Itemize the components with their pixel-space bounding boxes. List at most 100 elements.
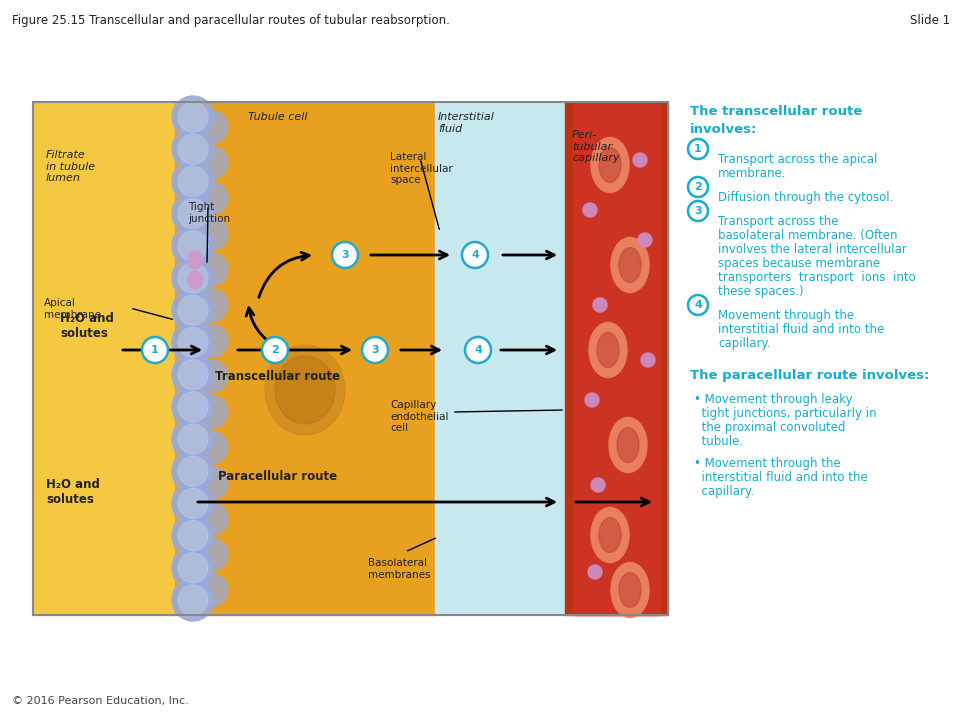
Ellipse shape (172, 225, 214, 267)
Ellipse shape (178, 553, 208, 582)
Bar (175, 102, 435, 615)
Text: 2: 2 (271, 345, 278, 355)
Ellipse shape (599, 148, 621, 182)
Ellipse shape (172, 192, 214, 235)
Bar (33, 102, 175, 615)
Text: The paracellular route involves:: The paracellular route involves: (690, 369, 929, 382)
Ellipse shape (198, 182, 228, 215)
Text: Tubule cell: Tubule cell (248, 112, 307, 122)
Ellipse shape (198, 218, 228, 250)
Ellipse shape (172, 96, 214, 138)
Text: Transcellular route: Transcellular route (215, 370, 341, 383)
Ellipse shape (172, 289, 214, 331)
Text: 4: 4 (694, 300, 702, 310)
Bar (573, 102, 660, 615)
Ellipse shape (198, 503, 228, 535)
Text: tubule.: tubule. (694, 435, 743, 448)
Ellipse shape (172, 546, 214, 589)
Text: capillary.: capillary. (718, 337, 771, 350)
Ellipse shape (198, 147, 228, 179)
Text: transporters  transport  ions  into: transporters transport ions into (718, 271, 916, 284)
Text: H₂O and
solutes: H₂O and solutes (46, 478, 100, 506)
Text: Peri-
tubular
capillary: Peri- tubular capillary (572, 130, 619, 163)
Text: 3: 3 (694, 206, 702, 216)
Ellipse shape (172, 515, 214, 557)
Ellipse shape (172, 128, 214, 170)
Text: H₂O and
solutes: H₂O and solutes (60, 312, 114, 340)
Text: Filtrate
in tubule
lumen: Filtrate in tubule lumen (46, 150, 95, 183)
Text: involves the lateral intercellular: involves the lateral intercellular (718, 243, 907, 256)
Text: Transport across the: Transport across the (718, 215, 838, 228)
Circle shape (591, 478, 605, 492)
Ellipse shape (178, 102, 208, 132)
Circle shape (641, 353, 655, 367)
Circle shape (465, 337, 491, 363)
Circle shape (583, 203, 597, 217)
Ellipse shape (172, 386, 214, 428)
Ellipse shape (172, 482, 214, 524)
Ellipse shape (178, 328, 208, 357)
Ellipse shape (265, 345, 345, 435)
Ellipse shape (178, 199, 208, 228)
Text: Figure 25.15 Transcellular and paracellular routes of tubular reabsorption.: Figure 25.15 Transcellular and paracellu… (12, 14, 450, 27)
Ellipse shape (178, 359, 208, 390)
Ellipse shape (198, 325, 228, 356)
Text: Movement through the: Movement through the (718, 309, 854, 322)
Ellipse shape (589, 323, 627, 377)
Ellipse shape (619, 248, 641, 282)
Ellipse shape (178, 424, 208, 454)
Bar (565, 102, 668, 615)
Ellipse shape (198, 574, 228, 606)
Ellipse shape (619, 572, 641, 608)
Text: Basolateral
membranes: Basolateral membranes (368, 558, 430, 580)
Text: spaces because membrane: spaces because membrane (718, 257, 880, 270)
Text: these spaces.): these spaces.) (718, 285, 804, 298)
Text: capillary.: capillary. (694, 485, 755, 498)
Bar (435, 102, 565, 615)
Circle shape (142, 337, 168, 363)
Ellipse shape (198, 253, 228, 285)
Ellipse shape (198, 431, 228, 464)
Text: 4: 4 (474, 345, 482, 355)
Bar (33, 102, 668, 615)
Ellipse shape (597, 333, 619, 367)
Ellipse shape (172, 418, 214, 460)
Ellipse shape (198, 360, 228, 392)
Circle shape (688, 177, 708, 197)
Ellipse shape (188, 271, 202, 289)
Circle shape (633, 153, 647, 167)
Text: • Movement through leaky: • Movement through leaky (694, 393, 852, 406)
Ellipse shape (178, 392, 208, 422)
Ellipse shape (178, 263, 208, 293)
Ellipse shape (172, 257, 214, 299)
Circle shape (332, 242, 358, 268)
Ellipse shape (178, 488, 208, 518)
Circle shape (462, 242, 488, 268)
Circle shape (638, 233, 652, 247)
Text: The transcellular route: The transcellular route (690, 105, 862, 118)
Ellipse shape (172, 450, 214, 492)
Text: 3: 3 (341, 250, 348, 260)
Text: Lateral
intercellular
space: Lateral intercellular space (390, 152, 453, 185)
Ellipse shape (611, 562, 649, 618)
Circle shape (262, 337, 288, 363)
Ellipse shape (178, 166, 208, 197)
Ellipse shape (599, 518, 621, 552)
Ellipse shape (172, 354, 214, 395)
Text: Apical
membrane: Apical membrane (44, 298, 101, 320)
Text: the proximal convoluted: the proximal convoluted (694, 421, 846, 434)
Ellipse shape (198, 111, 228, 143)
Text: Transport across the apical: Transport across the apical (718, 153, 877, 166)
Text: interstitial fluid and into the: interstitial fluid and into the (694, 471, 868, 484)
Text: Tight
junction: Tight junction (188, 202, 230, 224)
Circle shape (688, 201, 708, 221)
Ellipse shape (172, 321, 214, 364)
Text: © 2016 Pearson Education, Inc.: © 2016 Pearson Education, Inc. (12, 696, 189, 706)
Ellipse shape (611, 238, 649, 292)
Text: membrane.: membrane. (718, 167, 786, 180)
Circle shape (688, 139, 708, 159)
Ellipse shape (178, 585, 208, 615)
Text: interstitial fluid and into the: interstitial fluid and into the (718, 323, 884, 336)
Text: 1: 1 (694, 144, 702, 154)
Text: 1: 1 (151, 345, 158, 355)
